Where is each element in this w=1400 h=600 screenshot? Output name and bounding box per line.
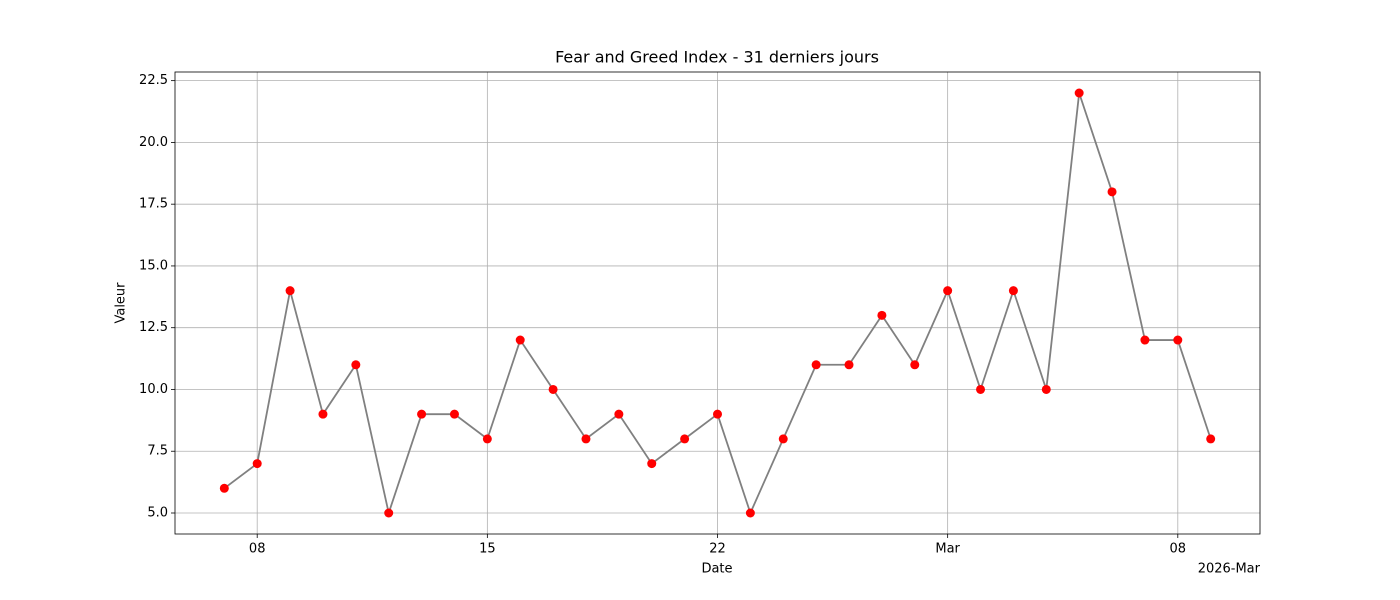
data-point <box>647 459 657 469</box>
y-axis-label: Valeur <box>114 282 129 324</box>
data-point <box>1074 88 1084 98</box>
data-point <box>1140 335 1150 345</box>
y-tick-label: 12.5 <box>139 320 168 335</box>
data-point <box>219 483 229 493</box>
data-point <box>384 508 394 518</box>
data-point <box>351 360 361 370</box>
data-point <box>614 409 624 419</box>
data-point <box>318 409 328 419</box>
y-tick-label: 17.5 <box>139 197 168 212</box>
marks-layer <box>219 88 1216 518</box>
data-point <box>811 360 821 370</box>
data-point <box>252 459 262 469</box>
y-tick-label: 5.0 <box>147 506 168 521</box>
data-point <box>976 384 986 394</box>
y-tick-label: 22.5 <box>139 73 168 88</box>
data-point <box>1206 434 1216 444</box>
data-point <box>1008 286 1018 296</box>
x-axis-label: Date <box>701 562 732 577</box>
x-tick-label: 08 <box>1170 542 1187 557</box>
data-point <box>680 434 690 444</box>
data-point <box>482 434 492 444</box>
data-point <box>713 409 722 419</box>
data-point <box>844 360 854 370</box>
data-point <box>1041 384 1051 394</box>
data-point <box>877 310 887 320</box>
x-tick-label: 22 <box>709 542 726 557</box>
y-tick-label: 7.5 <box>147 444 168 459</box>
grid-layer <box>175 72 1260 534</box>
data-point <box>581 434 591 444</box>
x-tick-label: Mar <box>935 542 960 557</box>
data-point <box>285 286 295 296</box>
data-point <box>515 335 525 345</box>
data-point <box>745 508 755 518</box>
data-point <box>548 384 558 394</box>
y-tick-label: 10.0 <box>139 382 168 397</box>
data-point <box>1173 335 1183 345</box>
data-point <box>910 360 920 370</box>
data-point <box>1107 187 1117 197</box>
y-tick-label: 20.0 <box>139 135 168 150</box>
chart-title: Fear and Greed Index - 31 derniers jours <box>555 48 879 67</box>
data-point <box>417 409 427 419</box>
x-tick-label: 08 <box>249 542 266 557</box>
data-point <box>449 409 459 419</box>
x-offset-label: 2026-Mar <box>1198 562 1261 577</box>
y-tick-label: 15.0 <box>139 258 168 273</box>
data-point <box>943 286 953 296</box>
data-point <box>778 434 788 444</box>
x-tick-label: 15 <box>479 542 496 557</box>
